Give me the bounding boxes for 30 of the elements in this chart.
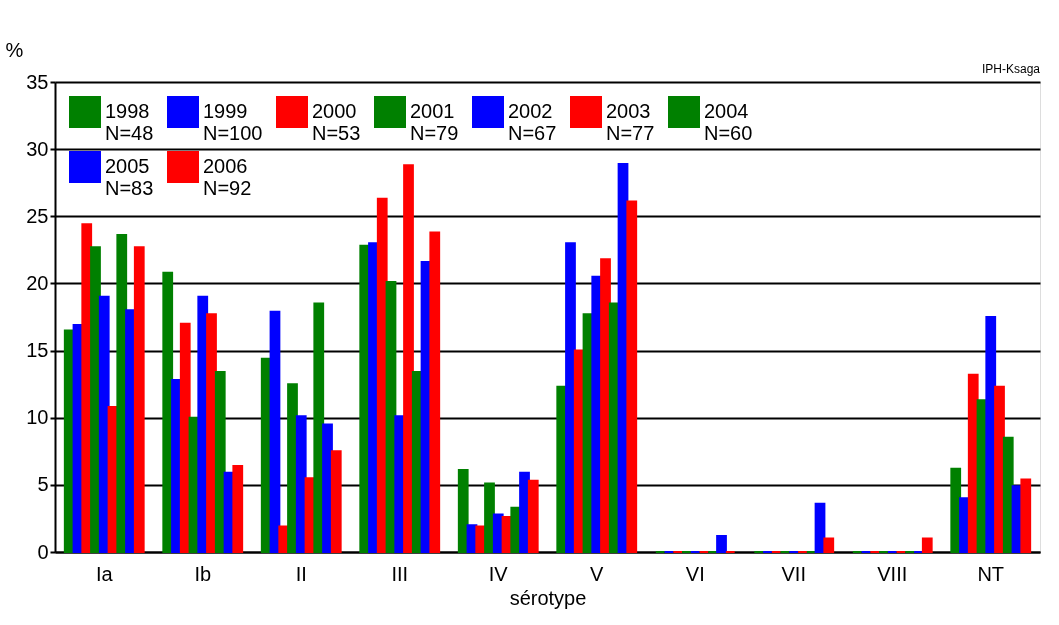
- x-tick-label: Ia: [95, 562, 114, 585]
- x-tick-label: VII: [781, 562, 806, 585]
- legend-label: 2001 N=79: [410, 100, 459, 144]
- legend-label: 1998 N=48: [105, 100, 154, 144]
- y-axis-title: %: [5, 38, 24, 61]
- legend-label: 1999 N=100: [203, 100, 263, 144]
- legend-label: 2002 N=67: [508, 100, 557, 144]
- y-tick-label: 15: [26, 339, 49, 362]
- legend-label: 2006 N=92: [203, 155, 252, 199]
- y-tick-label: 30: [26, 137, 49, 160]
- y-tick-label: 20: [26, 271, 49, 294]
- x-axis-title: sérotype: [509, 586, 587, 609]
- legend-label: 2003 N=77: [606, 100, 655, 144]
- x-tick-label: NT: [977, 562, 1005, 585]
- y-tick-label: 10: [26, 406, 49, 429]
- y-tick-label: 0: [37, 540, 49, 563]
- x-tick-label: III: [391, 562, 409, 585]
- x-tick-label: II: [295, 562, 307, 585]
- y-tick-label: 25: [26, 204, 49, 227]
- y-tick-label: 35: [26, 70, 49, 93]
- y-tick-label: 5: [37, 473, 49, 496]
- x-tick-label: Ib: [194, 562, 212, 585]
- legend-label: 2000 N=53: [312, 100, 361, 144]
- x-tick-label: IV: [488, 562, 509, 585]
- x-tick-label: VIII: [877, 562, 908, 585]
- x-tick-label: V: [590, 562, 605, 585]
- legend-label: 2005 N=83: [105, 155, 154, 199]
- x-tick-label: VI: [685, 562, 705, 585]
- legend-label: 2004 N=60: [704, 100, 753, 144]
- text: IPH-Ksaga: [981, 62, 1041, 76]
